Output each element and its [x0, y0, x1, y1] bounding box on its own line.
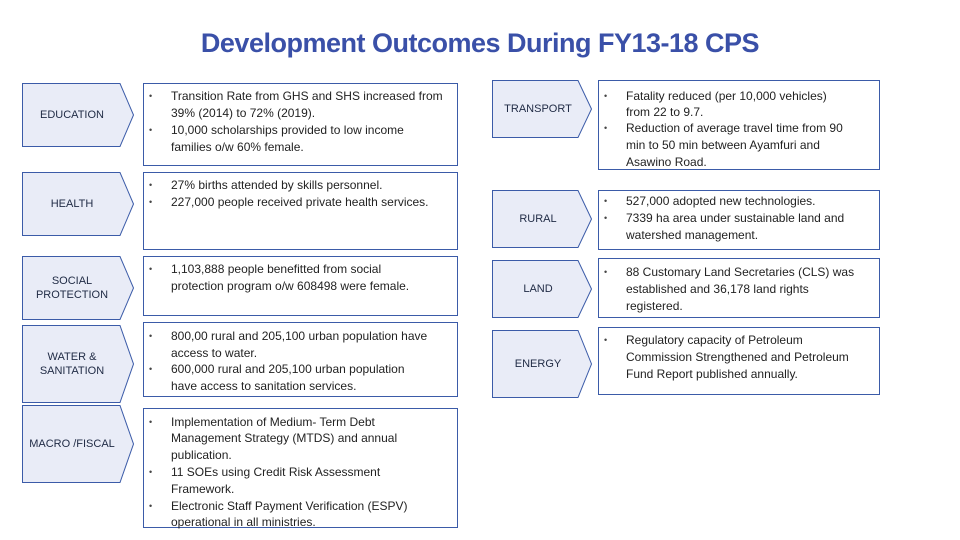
chevron-shape [492, 80, 592, 138]
bullet-text: Transition Rate from GHS and SHS increas… [171, 89, 443, 103]
outcome-box-macro-fiscal [143, 408, 458, 528]
chevron-polygon [22, 256, 134, 320]
bullet-dot: • [604, 335, 608, 345]
page-title: Development Outcomes During FY13-18 CPS [200, 28, 760, 58]
chevron-polygon [22, 83, 134, 147]
category-chevron-health: HEALTH [22, 172, 134, 236]
bullet-dot: • [149, 417, 153, 427]
bullet-text: established and 36,178 land rights [626, 282, 809, 296]
bullet-dot: • [604, 123, 608, 133]
bullet-dot: • [604, 267, 608, 277]
bullet-dot: • [149, 331, 153, 341]
bullet-text: 1,103,888 people benefitted from social [171, 262, 382, 276]
bullet-dot: • [149, 180, 153, 190]
bullet-text: 800,00 rural and 205,100 urban populatio… [171, 329, 428, 343]
category-chevron-education: EDUCATION [22, 83, 134, 147]
bullet-dot: • [604, 196, 608, 206]
bullet-dot: • [149, 467, 153, 477]
outcome-box-health [143, 172, 458, 250]
chevron-shape [22, 172, 134, 236]
category-chevron-transport: TRANSPORT [492, 80, 592, 138]
chevron-shape [492, 260, 592, 318]
bullet-text: Regulatory capacity of Petroleum [626, 333, 803, 347]
bullet-text: 600,000 rural and 205,100 urban populati… [171, 362, 405, 376]
bullet-dot: • [149, 364, 153, 374]
bullet-text: 11 SOEs using Credit Risk Assessment [171, 465, 381, 479]
bullet-dot: • [604, 213, 608, 223]
bullet-text: 39% (2014) to 72% (2019). [171, 106, 316, 120]
bullet-text: Framework. [171, 482, 235, 496]
chevron-shape [22, 256, 134, 320]
bullet-text: watershed management. [626, 228, 759, 242]
category-chevron-macro-fiscal: MACRO /FISCAL [22, 405, 134, 483]
bullet-text: Asawino Road. [626, 155, 707, 169]
bullet-text: publication. [171, 448, 232, 462]
bullet-text: 7339 ha area under sustainable land and [626, 211, 845, 225]
bullet-text: Electronic Staff Payment Verification (E… [171, 499, 408, 513]
bullet-text: min to 50 min between Ayamfuri and [626, 138, 820, 152]
bullet-dot: • [149, 91, 153, 101]
category-label: RURAL [519, 213, 557, 225]
category-label: HEALTH [50, 198, 94, 210]
bullet-text: families o/w 60% female. [171, 140, 304, 154]
bullet-text: Implementation of Medium- Term Debt [171, 415, 375, 429]
bullet-text: operational in all ministries. [171, 515, 316, 529]
category-chevron-rural: RURAL [492, 190, 592, 248]
bullet-text: Reduction of average travel time from 90 [626, 121, 843, 135]
bullet-dot: • [149, 197, 153, 207]
category-label: LAND [523, 283, 553, 295]
category-chevron-social-protection: SOCIAL PROTECTION [22, 256, 134, 320]
bullet-dot: • [149, 501, 153, 511]
category-chevron-water-sanitation: WATER & SANITATION [22, 325, 134, 403]
outcome-box-rural [598, 190, 880, 250]
chevron-polygon [492, 190, 592, 248]
bullet-text: access to water. [171, 346, 258, 360]
bullet-text: protection program o/w 608498 were femal… [171, 279, 410, 293]
bullet-text: registered. [626, 299, 683, 313]
outcome-box-education [143, 83, 458, 166]
outcome-box-land [598, 258, 880, 318]
chevron-shape [492, 330, 592, 398]
category-label: WATER & SANITATION [39, 351, 105, 377]
bullet-text: Fund Report published annually. [626, 367, 798, 381]
bullet-text: 527,000 adopted new technologies. [626, 194, 816, 208]
chevron-shape [22, 83, 134, 147]
bullet-dot: • [149, 125, 153, 135]
chevron-shape [22, 405, 134, 483]
bullet-dot: • [149, 264, 153, 274]
bullet-text: from 22 to 9.7. [626, 105, 704, 119]
category-label: TRANSPORT [504, 103, 572, 115]
chevron-polygon [492, 80, 592, 138]
outcome-box-transport [598, 80, 880, 170]
bullet-text: Fatality reduced (per 10,000 vehicles) [626, 89, 827, 103]
category-label: EDUCATION [40, 109, 104, 121]
bullet-text: 88 Customary Land Secretaries (CLS) was [626, 265, 855, 279]
bullet-text: 27% births attended by skills personnel. [171, 178, 383, 192]
bullet-text: 10,000 scholarships provided to low inco… [171, 123, 404, 137]
outcome-box-social-protection [143, 256, 458, 316]
bullet-text: Commission Strengthened and Petroleum [626, 350, 849, 364]
category-label: ENERGY [514, 358, 562, 370]
chevron-shape [22, 325, 134, 403]
category-label: MACRO /FISCAL [29, 438, 115, 450]
chevron-polygon [22, 325, 134, 403]
bullet-text: have access to sanitation services. [171, 379, 357, 393]
bullet-dot: • [604, 91, 608, 101]
outcome-box-water-sanitation [143, 322, 458, 397]
outcome-box-energy [598, 327, 880, 395]
chevron-polygon [492, 330, 592, 398]
chevron-shape [492, 190, 592, 248]
chevron-polygon [492, 260, 592, 318]
chevron-polygon [22, 405, 134, 483]
chevron-polygon [22, 172, 134, 236]
bullet-text: 227,000 people received private health s… [171, 195, 429, 209]
category-label: SOCIAL PROTECTION [35, 275, 109, 301]
bullet-text: Management Strategy (MTDS) and annual [171, 431, 398, 445]
category-chevron-energy: ENERGY [492, 330, 592, 398]
category-chevron-land: LAND [492, 260, 592, 318]
